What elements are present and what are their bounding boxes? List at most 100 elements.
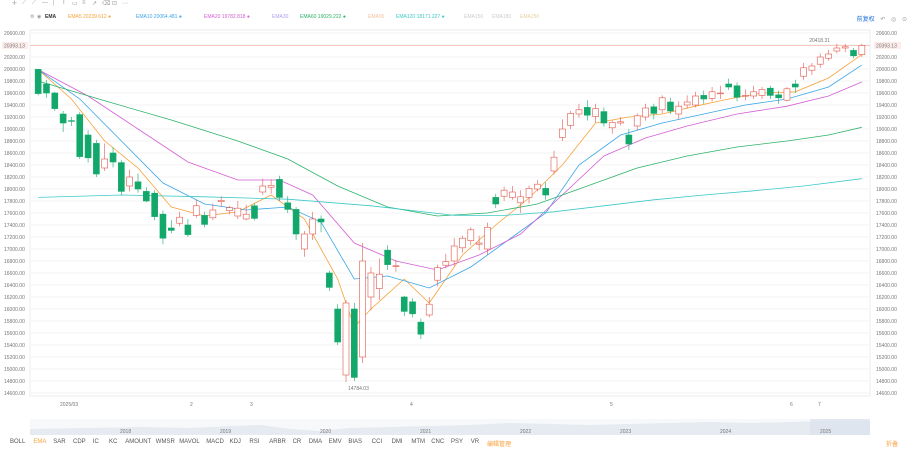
text-tool-icon[interactable]: T [62,0,66,6]
legend-ema60[interactable]: EMA60 19029.222 ● [300,14,346,20]
y-tick-right: 15400.00 [876,343,897,349]
edit-indicators-button[interactable]: 编辑管理 [487,442,512,448]
indicator-tab-arbr[interactable]: ARBR [269,439,286,445]
indicator-tab-vr[interactable]: VR [470,439,480,445]
legend-ema150[interactable]: EMA150 [464,14,483,20]
indicator-tab-cci[interactable]: CCI [371,439,383,445]
candle [683,95,691,109]
candle [642,103,649,121]
indicator-tab-kdj[interactable]: KDJ [229,439,241,445]
adjust-mode[interactable]: 前复权 [856,17,875,23]
indicator-tab-bias[interactable]: BIAS [348,439,363,445]
candle [242,204,250,221]
candle [675,101,683,120]
candle [841,43,849,53]
legend-ema90[interactable]: EMA90 [368,14,384,20]
y-tick-right: 17400.00 [876,223,897,229]
y-tick-left: 19200.00 [4,115,25,121]
indicator-tab-mtm[interactable]: MTM [411,439,426,445]
indicator-tab-cdp[interactable]: CDP [73,439,86,445]
y-tick-right: 17800.00 [876,199,897,205]
candle [367,267,375,311]
candle [459,235,466,253]
candle [101,143,109,171]
collapse-button[interactable]: 折叠 [886,442,899,448]
candle [176,211,183,227]
indicator-tab-dmi[interactable]: DMI [391,439,403,445]
year-label: 2024 [720,429,731,435]
indicator-tab-kc[interactable]: KC [109,439,118,445]
year-label: 2025 [820,429,831,435]
indicator-tab-cr[interactable]: CR [292,439,302,445]
rect-tool-icon[interactable]: ▭ [72,1,78,7]
candle [143,187,150,203]
candle [525,185,533,204]
indicator-tab-psy[interactable]: PSY [451,439,464,445]
more-tool-icon[interactable]: ⋯ [122,1,128,7]
candle [791,79,799,93]
y-tick-left: 20200.00 [4,55,25,61]
fib-tool-icon[interactable]: ≡ [82,0,86,6]
indicator-tab-sar[interactable]: SAR [53,439,66,445]
ema-line-ema60 [38,80,862,217]
time-range-scroller[interactable]: 2018 2019 2020 2021 2022 2023 2024 2025 [30,419,870,435]
candle [276,175,283,201]
x-tick: 6 [790,402,793,408]
undo-icon[interactable]: ↶ [880,17,886,23]
year-label: 2022 [520,429,531,435]
vline-tool-icon[interactable]: │ [52,0,56,6]
line-tool-icon[interactable]: ⟋ [22,0,27,6]
y-tick-left: 18000.00 [4,187,25,193]
legend-value: 19029.222 ● [317,14,346,20]
eraser-tool-icon[interactable]: ⌫ [102,1,111,7]
y-tick-right: 15600.00 [876,331,897,337]
legend-ema5[interactable]: EMA5 20239.612 ● [68,14,111,20]
fullscreen-icon[interactable]: ⊙ [901,17,907,23]
legend-ema180[interactable]: EMA180 [492,14,511,20]
legend-ema120[interactable]: EMA120 18171.227 ● [396,14,445,20]
indicator-tab-ema[interactable]: EMA [33,439,47,445]
candle [351,303,358,381]
legend-label: EMA150 [464,14,484,20]
current-price-tag-left [2,41,28,49]
ray-tool-icon[interactable]: ⟋ [32,0,37,6]
indicator-tab-cnc[interactable]: CNC [431,439,445,445]
y-tick-left: 16000.00 [4,307,25,313]
y-tick-left: 18200.00 [4,175,25,181]
candle [550,150,558,175]
indicator-tab-mavol[interactable]: MAVOL [179,439,200,445]
settings-icon[interactable]: ⚙ [30,14,35,20]
indicator-tab-ic[interactable]: IC [92,439,99,445]
y-tick-right: 20000.00 [876,67,897,73]
legend-ema30[interactable]: EMA30 [272,14,288,20]
legend-ema250[interactable]: EMA250 [520,14,539,20]
legend-ema20[interactable]: EMA20 19782.818 ● [204,14,250,20]
indicator-tab-macd[interactable]: MACD [206,439,224,445]
indicator-tab-amount[interactable]: AMOUNT [125,439,152,445]
lock-tool-icon[interactable]: ⊡ [112,1,118,7]
y-tick-left: 19000.00 [4,127,25,133]
y-tick-right: 18600.00 [876,151,897,157]
indicator-legend: ⚙ ◉ EMA EMA5 20239.612 ● EMA10 20064.481 … [0,12,917,24]
indicator-tab-dma[interactable]: DMA [308,439,323,445]
indicator-tab-boll[interactable]: BOLL [10,439,26,445]
indicator-tab-emv[interactable]: EMV [328,439,342,445]
cursor-tool-icon[interactable]: ✛ [12,1,18,7]
y-tick-right: 19000.00 [876,127,897,133]
legend-ema10[interactable]: EMA10 20064.481 ● [136,14,182,20]
eye-icon[interactable]: ◉ [37,14,42,20]
candle [284,196,292,213]
candle [717,85,724,99]
candle [858,43,866,57]
indicator-tab-wmsr[interactable]: WMSR [155,439,175,445]
refresh-icon[interactable]: ◎ [891,17,897,23]
year-label: 2021 [420,429,431,435]
y-tick-right: 17600.00 [876,211,897,217]
indicator-tab-rsi[interactable]: RSI [249,439,260,445]
candle [417,318,425,339]
hline-tool-icon[interactable]: — [42,0,48,6]
candle [800,63,807,80]
year-label: 2018 [120,429,131,435]
arrow-tool-icon[interactable]: ↗ [92,1,98,7]
candlestick-chart[interactable]: 14600.00 14800.00 15000.00 15200.00 15400.00… [0,26,917,421]
